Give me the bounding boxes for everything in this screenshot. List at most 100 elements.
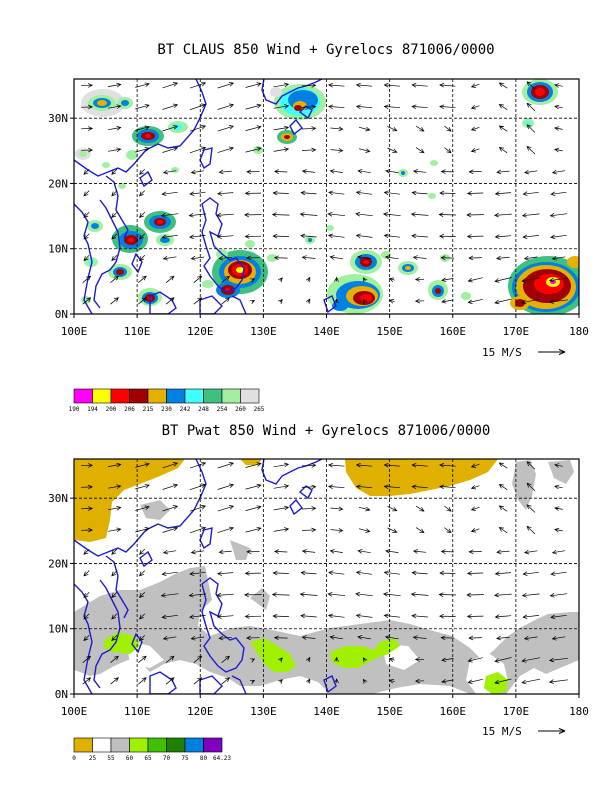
wind-arrow xyxy=(161,614,178,620)
wind-arrow xyxy=(521,298,541,305)
wind-arrow xyxy=(300,233,317,239)
colorbar-label: 265 xyxy=(254,406,265,413)
wind-arrow xyxy=(83,190,90,197)
wind-arrow xyxy=(82,677,92,685)
wind-arrow xyxy=(81,147,93,153)
wind-arrow xyxy=(244,190,262,196)
colorbar-label: 25 xyxy=(89,755,97,762)
wind-arrow xyxy=(273,484,290,489)
wind-arrow xyxy=(162,146,179,153)
wind-arrow xyxy=(217,462,235,469)
wind-arrow xyxy=(470,104,480,110)
wind-arrow xyxy=(468,169,482,175)
wind-arrow xyxy=(384,255,399,260)
colorbar-box xyxy=(240,388,260,404)
wind-arrow xyxy=(301,506,317,511)
wind-arrow xyxy=(162,82,179,89)
wind-arrow xyxy=(244,212,262,218)
wind-arrow xyxy=(217,103,235,110)
wind-arrow xyxy=(217,505,235,512)
wind-arrow xyxy=(466,212,484,218)
wind-arrow xyxy=(108,82,122,88)
wind-arrow xyxy=(110,655,119,663)
colorbar-label: 194 xyxy=(87,406,98,413)
wind-arrow xyxy=(441,657,454,663)
wind-arrow xyxy=(108,104,122,109)
wind-arrow xyxy=(382,211,401,217)
x-axis-labels: 100E 110E 120E 130E 140E 150E 160E 170E 180 xyxy=(61,694,589,718)
wind-arrow xyxy=(138,275,147,283)
wind-arrow xyxy=(521,657,541,663)
wind-arrow xyxy=(414,678,425,684)
wind-arrow xyxy=(189,461,207,469)
y-tick-label: 30N xyxy=(48,492,68,505)
wind-arrow xyxy=(139,255,146,262)
colorbar-label: 60 xyxy=(126,755,134,762)
wind-arrow xyxy=(111,613,118,620)
wind-arrow xyxy=(81,484,93,490)
wind-arrow xyxy=(554,484,563,490)
wind-arrow xyxy=(468,635,482,641)
wind-arrow xyxy=(355,570,373,575)
colorbar-label: 215 xyxy=(143,406,154,413)
wind-arrow xyxy=(218,169,232,175)
colorbar-box xyxy=(129,388,149,404)
wind-arrow xyxy=(355,233,373,239)
wind-arrow xyxy=(334,276,339,282)
wind-arrow xyxy=(358,528,371,533)
wind-arrow xyxy=(246,635,260,641)
wind-arrow xyxy=(554,463,563,468)
wind-arrow xyxy=(244,570,262,576)
wind-arrow xyxy=(216,614,234,619)
y-tick-label: 10N xyxy=(48,243,68,256)
wind-arrow xyxy=(301,255,316,260)
y-tick-label: 30N xyxy=(48,112,68,125)
wind-arrow xyxy=(189,234,206,240)
wind-arrow xyxy=(414,298,425,304)
wind-arrow xyxy=(327,233,345,239)
wind-arrow xyxy=(108,125,122,131)
wind-arrow xyxy=(357,255,371,260)
wind-arrow xyxy=(193,275,203,283)
wind-arrow xyxy=(139,613,146,620)
wind-arrow xyxy=(329,255,344,260)
wind-arrow xyxy=(330,148,344,153)
wind-arrow xyxy=(362,277,368,283)
wind-arrow xyxy=(466,570,484,576)
wind-arrow xyxy=(383,82,401,88)
wind-arrow xyxy=(245,462,262,468)
wind-arrow xyxy=(388,277,395,282)
grid-lines xyxy=(74,459,579,694)
wind-arrow xyxy=(81,527,93,533)
wind-arrow xyxy=(411,190,428,196)
wind-arrow xyxy=(444,147,452,154)
wind-arrow xyxy=(165,297,175,305)
wind-arrow xyxy=(189,125,207,132)
wind-arrow xyxy=(441,679,454,684)
colorbar-label: 65 xyxy=(144,755,152,762)
wind-arrow xyxy=(439,190,456,196)
wind-arrow xyxy=(494,614,512,619)
wind-arrow xyxy=(274,549,288,554)
dry-region xyxy=(74,459,185,542)
wind-arrow xyxy=(189,191,206,197)
x-axis-labels: 100E 110E 120E 130E 140E 150E 160E 170E 180 xyxy=(61,314,589,338)
wind-arrow xyxy=(439,484,456,489)
dry-region xyxy=(345,459,498,496)
colorbar-label: 248 xyxy=(198,406,209,413)
x-tick-label: 120E xyxy=(187,705,214,718)
wind-arrow xyxy=(110,275,119,283)
wind-arrow xyxy=(382,591,401,597)
wind-arrow xyxy=(165,677,175,685)
cloud-cluster-east-pacific xyxy=(508,79,579,314)
wind-arrow xyxy=(385,549,399,554)
vector-key: 15 M/S xyxy=(482,725,566,738)
wind-arrow xyxy=(221,677,230,685)
wind-arrow xyxy=(300,613,317,619)
wind-arrow xyxy=(244,614,262,619)
wind-arrow xyxy=(496,549,510,555)
cloud-cluster-west-pacific xyxy=(327,160,471,314)
wind-arrow xyxy=(523,635,538,641)
wind-arrow xyxy=(498,82,508,89)
wind-arrow xyxy=(83,211,90,218)
